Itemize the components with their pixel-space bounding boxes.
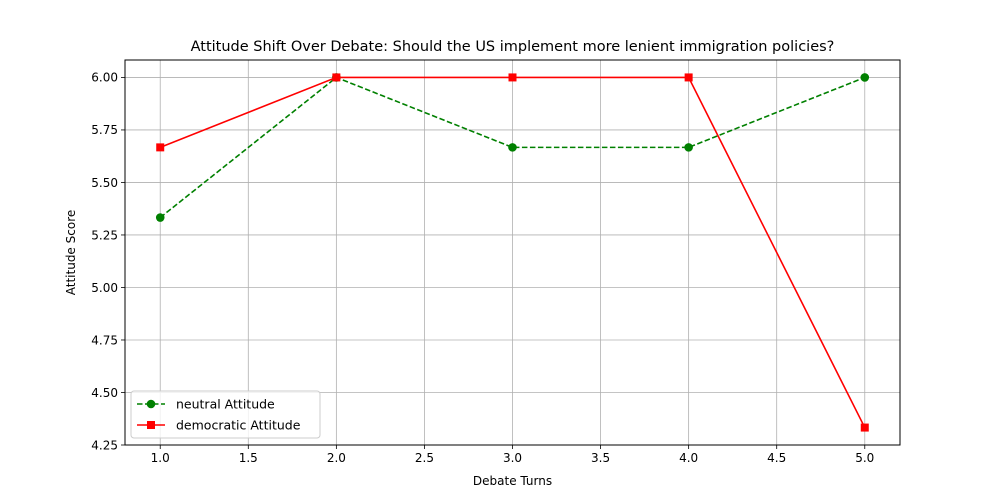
x-tick-label: 4.5	[767, 451, 786, 465]
legend-label: democratic Attitude	[176, 418, 301, 433]
data-point-marker	[684, 143, 693, 152]
chart-title: Attitude Shift Over Debate: Should the U…	[191, 39, 835, 55]
y-tick-label: 4.50	[91, 386, 118, 400]
legend: neutral Attitude democratic Attitude	[130, 390, 321, 439]
y-tick-label: 6.00	[91, 71, 118, 85]
data-point-marker	[156, 143, 165, 152]
y-tick-label: 5.75	[91, 123, 118, 137]
legend-label: neutral Attitude	[176, 397, 275, 412]
axis-ticks: 1.0 1.5 2.0 2.5 3.0 3.5 4.0 4.5 5.0 4.25 4.50 4.75 5…	[91, 71, 874, 465]
x-axis-label: Debate Turns	[473, 474, 552, 488]
x-tick-label: 4.0	[679, 451, 698, 465]
x-tick-label: 1.0	[151, 451, 170, 465]
x-tick-label: 3.5	[591, 451, 610, 465]
x-tick-label: 2.5	[415, 451, 434, 465]
legend-marker	[146, 399, 156, 409]
y-tick-label: 4.75	[91, 333, 118, 347]
data-point-marker	[155, 213, 165, 222]
data-point-marker	[508, 143, 517, 152]
data-point-marker	[508, 73, 517, 82]
data-point-marker	[860, 423, 869, 432]
x-tick-label: 2.0	[327, 451, 346, 465]
x-tick-label: 5.0	[855, 451, 874, 465]
y-tick-label: 4.25	[91, 438, 118, 452]
data-point-marker	[860, 73, 870, 82]
data-point-marker	[332, 73, 341, 82]
x-tick-label: 1.5	[239, 451, 258, 465]
y-axis-label: Attitude Score	[64, 210, 78, 295]
series-layer	[155, 73, 870, 432]
legend-box	[130, 390, 321, 439]
y-tick-label: 5.50	[91, 176, 118, 190]
y-tick-label: 5.25	[91, 228, 118, 242]
x-tick-label: 3.0	[503, 451, 522, 465]
y-tick-label: 5.00	[91, 281, 118, 295]
data-point-marker	[684, 73, 693, 82]
legend-marker	[147, 421, 155, 429]
